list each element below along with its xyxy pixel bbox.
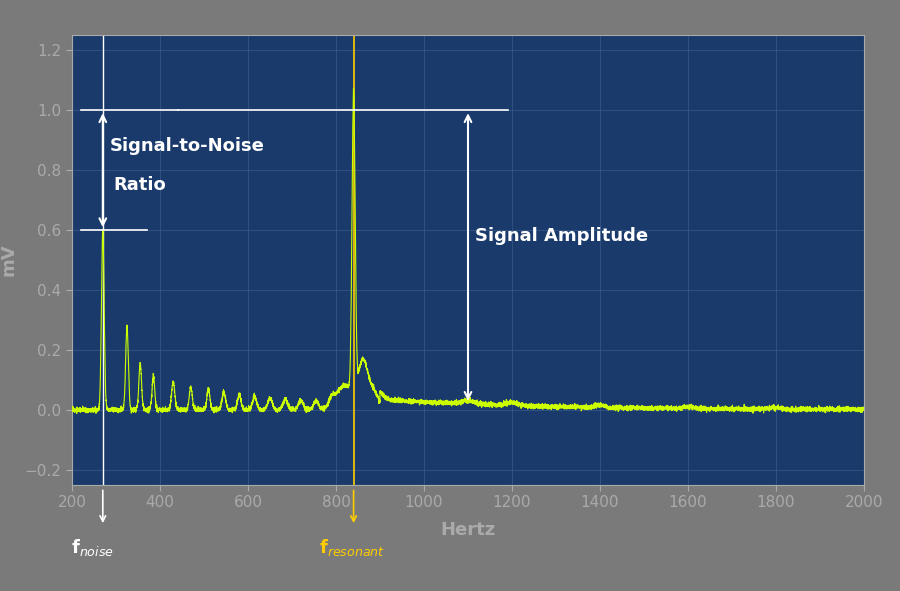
Text: Signal-to-Noise: Signal-to-Noise <box>110 137 265 155</box>
Text: $\mathregular{f}_{resonant}$: $\mathregular{f}_{resonant}$ <box>320 537 385 557</box>
Text: Signal Amplitude: Signal Amplitude <box>474 227 648 245</box>
Text: $\mathregular{f}_{noise}$: $\mathregular{f}_{noise}$ <box>71 537 114 557</box>
Y-axis label: mV: mV <box>0 243 18 277</box>
X-axis label: Hertz: Hertz <box>440 521 496 539</box>
Text: Ratio: Ratio <box>113 176 166 194</box>
